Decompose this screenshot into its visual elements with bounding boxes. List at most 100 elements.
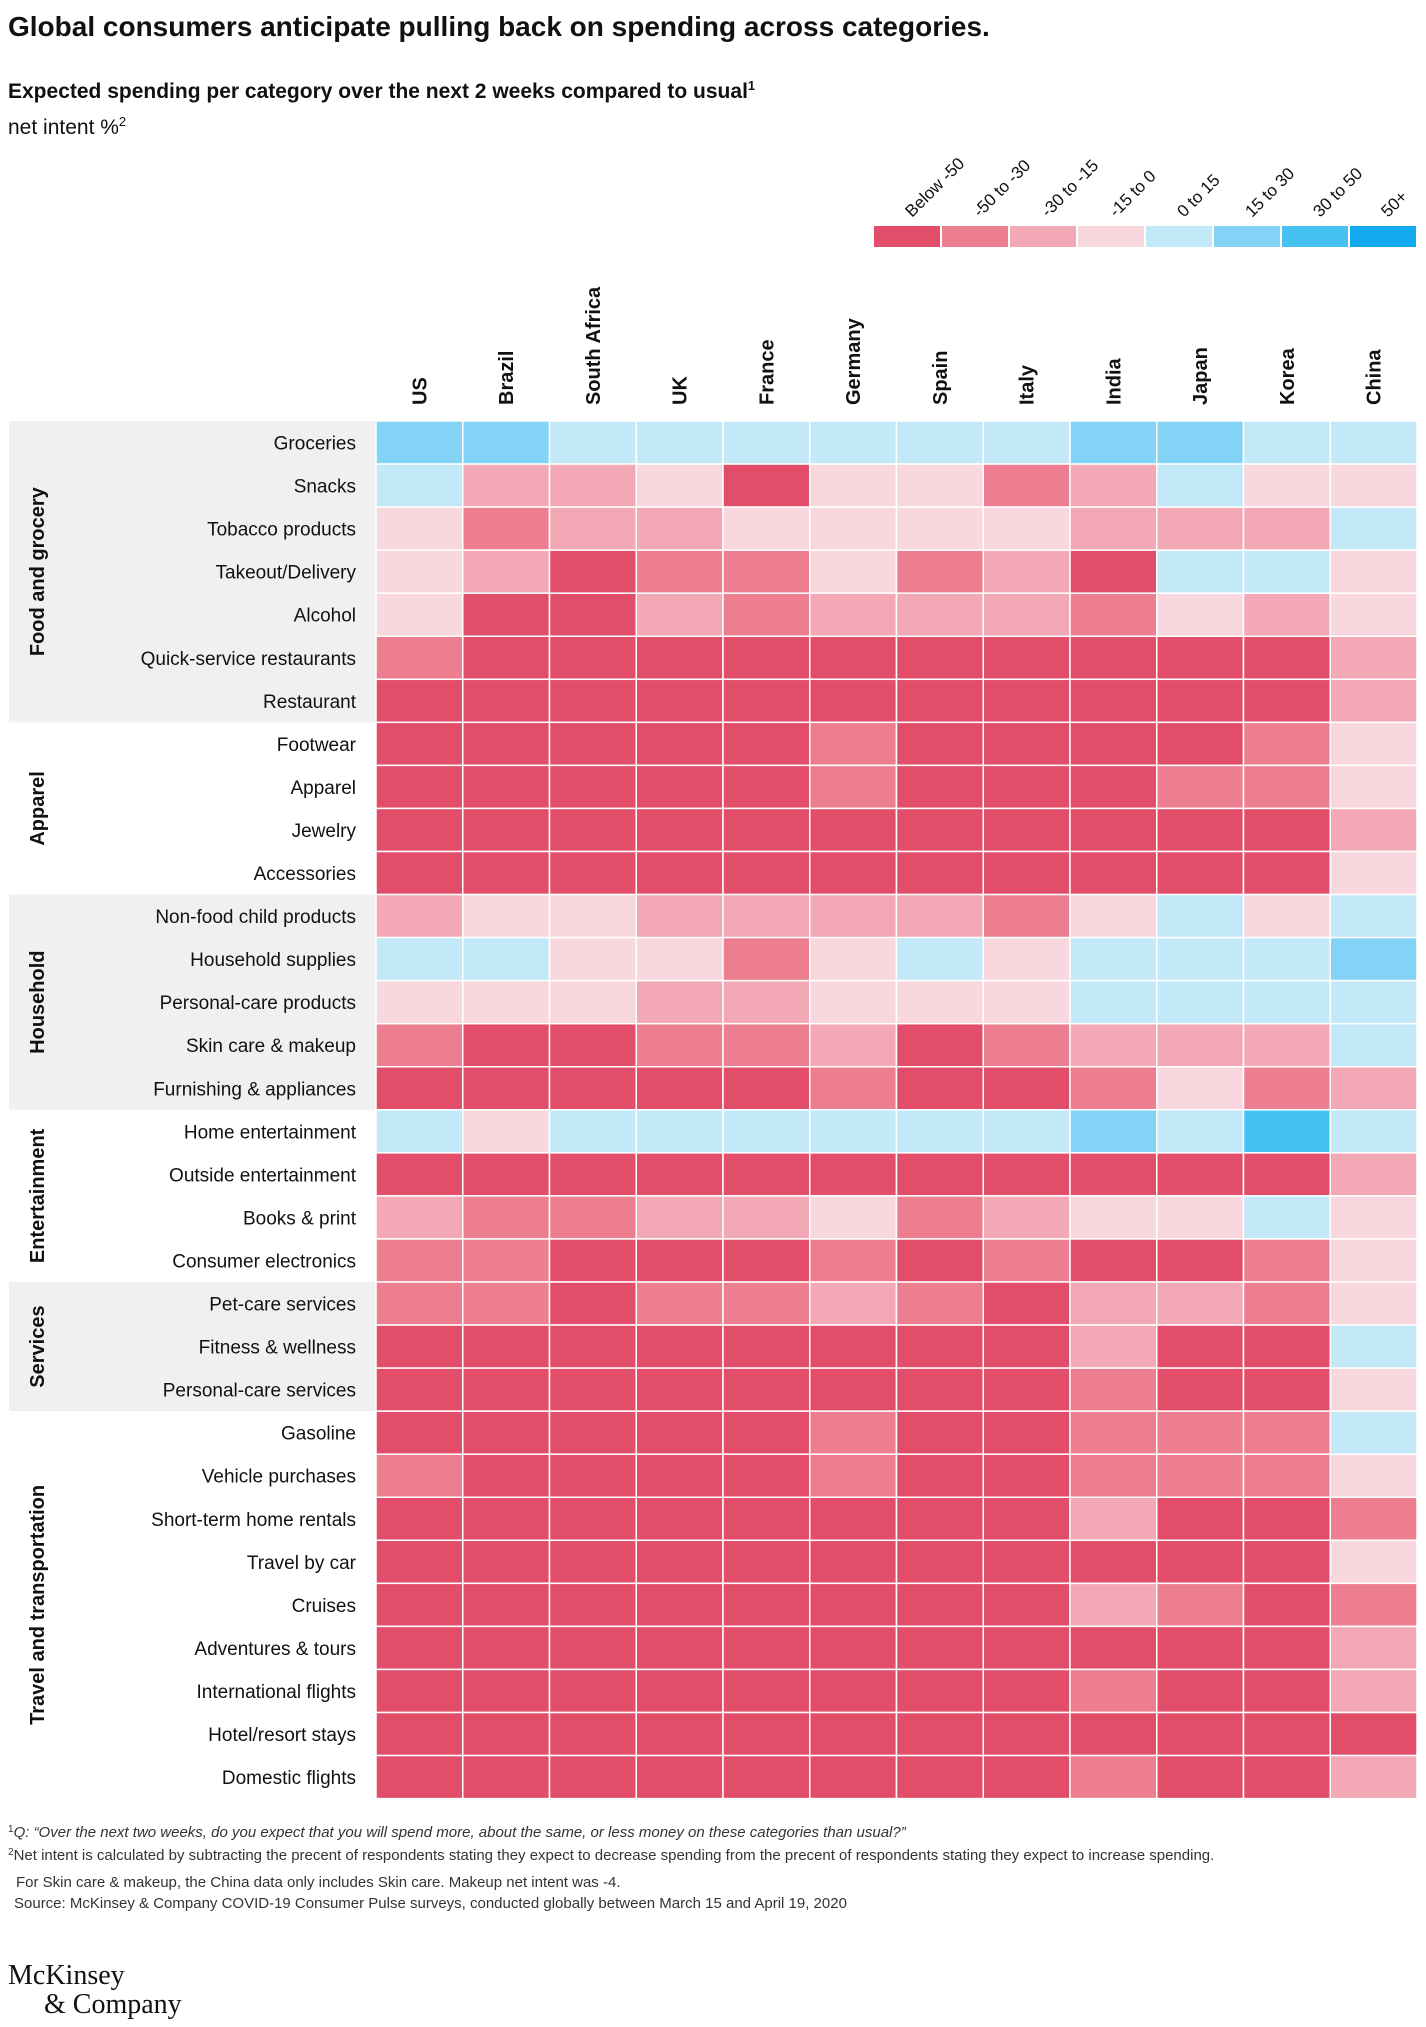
heat-cell [462, 635, 551, 681]
heat-cell [1156, 1066, 1245, 1111]
heat-cell [635, 678, 724, 724]
legend-swatch [1350, 226, 1416, 247]
heat-cell [895, 1625, 984, 1671]
heat-cell [982, 1410, 1071, 1455]
heat-cell [722, 893, 811, 939]
heat-cell [722, 1281, 811, 1326]
heat-cell [1242, 1238, 1331, 1283]
heat-cell [982, 463, 1071, 508]
heat-cell [1156, 506, 1245, 551]
legend-label: -15 to 0 [1105, 167, 1159, 221]
heat-cell [548, 721, 637, 767]
heat-cell [895, 807, 984, 853]
brand-line: McKinsey [8, 1960, 125, 1991]
heat-cell [895, 506, 984, 551]
heat-cell [722, 764, 811, 810]
heat-cell [1242, 721, 1331, 767]
heat-cell [1156, 1238, 1245, 1283]
heat-cell [722, 635, 811, 681]
heat-cell [809, 549, 898, 594]
heat-cell [722, 1539, 811, 1585]
heat-cell [1329, 1281, 1418, 1326]
heat-cell [722, 506, 811, 551]
heat-cell [895, 850, 984, 896]
heat-cell [1329, 1539, 1418, 1585]
heat-cell [982, 1066, 1071, 1111]
heat-cell [809, 1668, 898, 1714]
heat-cell [1242, 936, 1331, 982]
heat-cell [722, 1410, 811, 1455]
row-label: Jewelry [292, 821, 357, 842]
heat-cell [982, 1195, 1071, 1240]
heat-cell [895, 592, 984, 638]
row-label: Personal-care products [160, 993, 356, 1014]
heat-cell [895, 1022, 984, 1068]
heat-cell [895, 1410, 984, 1455]
heat-cell [1156, 807, 1245, 853]
heat-cell [722, 420, 811, 465]
heat-cell [809, 1367, 898, 1412]
heat-cell [635, 463, 724, 508]
heat-cell [809, 1410, 898, 1455]
heat-cell [722, 1754, 811, 1800]
heat-cell [1242, 1152, 1331, 1197]
heat-cell [375, 635, 464, 681]
heat-cell [1329, 1668, 1418, 1714]
heat-cell [635, 1281, 724, 1326]
heat-cell [722, 721, 811, 767]
heat-cell [1069, 1711, 1158, 1757]
heat-cell [1242, 678, 1331, 724]
row-label: Restaurant [263, 692, 357, 713]
heat-cell [635, 1195, 724, 1240]
heat-cell [982, 1324, 1071, 1369]
heat-cell [1069, 1625, 1158, 1671]
heat-cell [1156, 1754, 1245, 1800]
heat-cell [1242, 1754, 1331, 1800]
heat-cell [722, 1195, 811, 1240]
heat-cell [375, 1238, 464, 1283]
heat-cell [1242, 1066, 1331, 1111]
heat-cell [1156, 1109, 1245, 1154]
row-label: Books & print [243, 1208, 357, 1229]
footnote-marker: 2 [8, 1847, 14, 1858]
heat-cell [895, 1496, 984, 1542]
heat-cell [462, 1152, 551, 1197]
heat-cell [1329, 1625, 1418, 1671]
row-label: Alcohol [294, 606, 356, 627]
group-band [9, 894, 376, 1110]
heat-cell [375, 1066, 464, 1111]
heat-cell [722, 1367, 811, 1412]
row-label: Takeout/Delivery [216, 563, 357, 584]
heat-cell [375, 979, 464, 1025]
heat-cell [1329, 1324, 1418, 1369]
column-label: Korea [1277, 347, 1299, 405]
heat-cell [1329, 635, 1418, 681]
heat-cell [1156, 1410, 1245, 1455]
heat-cell [809, 1711, 898, 1757]
heat-cell [1156, 420, 1245, 465]
unit-text: net intent % [8, 116, 119, 139]
heat-cell [1069, 936, 1158, 982]
heat-cell [635, 1496, 724, 1542]
heat-cell [462, 1410, 551, 1455]
heat-cell [1069, 592, 1158, 638]
heat-cell [1242, 1582, 1331, 1628]
heat-cell [548, 1281, 637, 1326]
heat-cell [548, 1152, 637, 1197]
heat-cell [635, 1754, 724, 1800]
heat-cell [895, 936, 984, 982]
heat-cell [895, 1711, 984, 1757]
heat-cell [1329, 1109, 1418, 1154]
heat-cell [1069, 1754, 1158, 1800]
heat-cell [722, 1711, 811, 1757]
heat-cell [548, 1410, 637, 1455]
heat-cell [1069, 1281, 1158, 1326]
heat-cell [635, 1238, 724, 1283]
heat-cell [1156, 1281, 1245, 1326]
heat-cell [462, 1367, 551, 1412]
footnote: 1Q: “Over the next two weeks, do you exp… [8, 1824, 907, 1841]
subtitle-note: 1 [748, 78, 755, 93]
heat-cell [1329, 592, 1418, 638]
row-label: Consumer electronics [172, 1251, 356, 1272]
heat-cell [895, 1668, 984, 1714]
